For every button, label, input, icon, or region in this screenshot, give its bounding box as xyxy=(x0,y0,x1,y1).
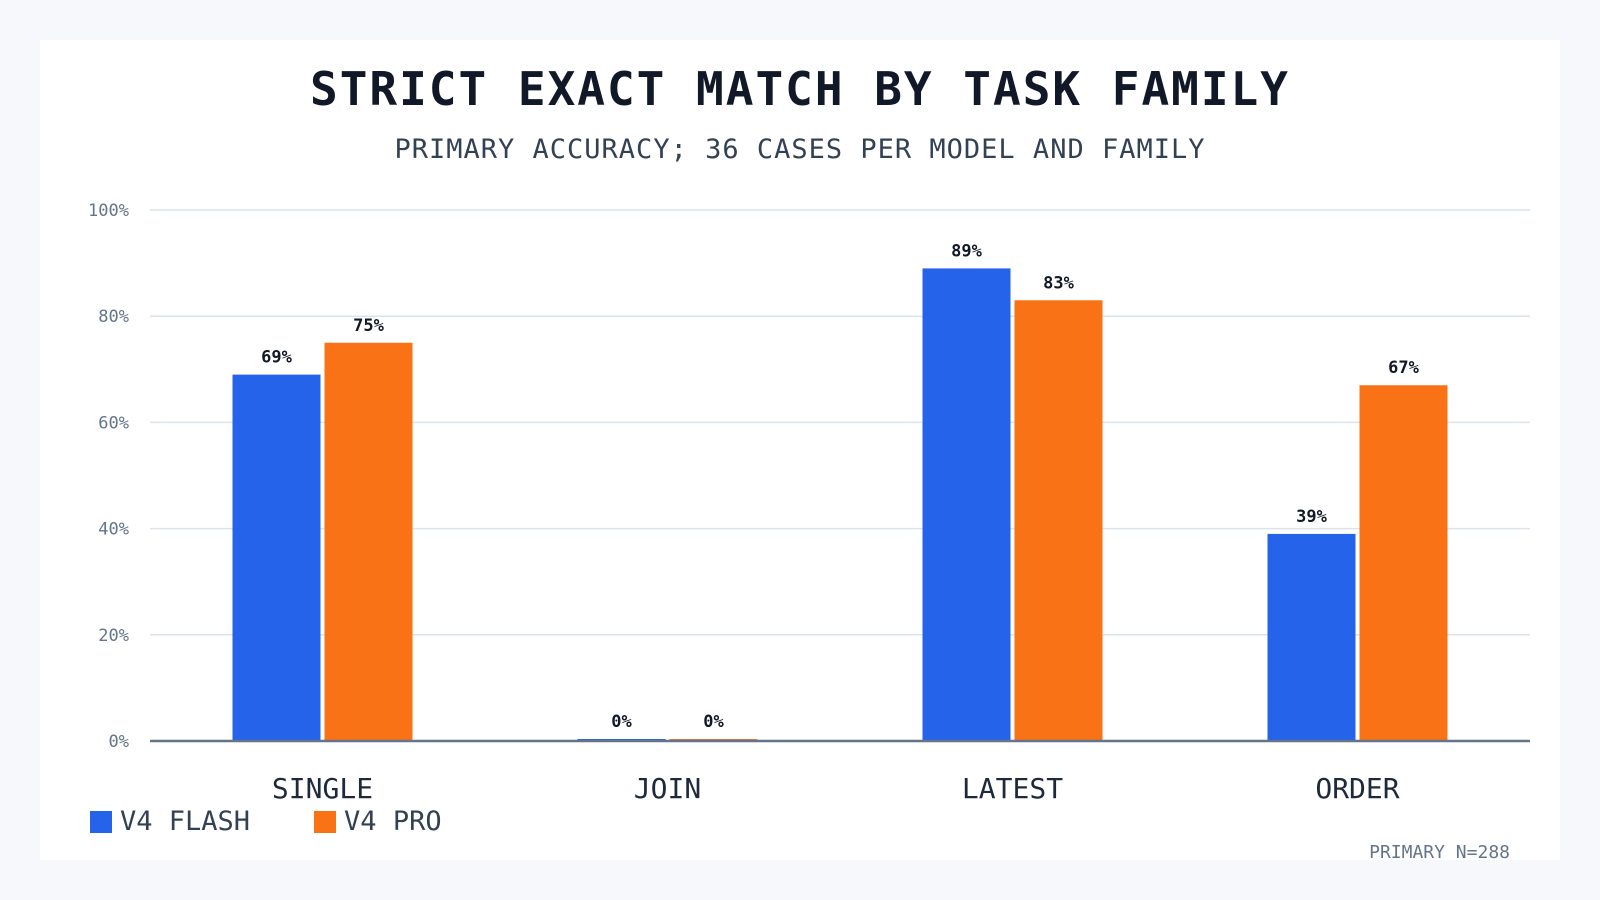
bar-value-label: 39% xyxy=(1296,507,1327,527)
y-tick-label: 60% xyxy=(98,413,129,433)
y-tick-label: 80% xyxy=(98,307,129,327)
bar xyxy=(232,374,321,741)
y-tick-label: 40% xyxy=(98,520,129,540)
x-tick-label: ORDER xyxy=(1315,772,1399,805)
bar-value-label: 69% xyxy=(261,348,292,368)
legend: V4 FLASH V4 PRO xyxy=(90,806,506,837)
bar xyxy=(1267,533,1356,741)
legend-swatch-v4-flash xyxy=(90,810,112,833)
bar xyxy=(1359,385,1448,741)
bar-value-label: 75% xyxy=(353,316,384,336)
legend-item-v4-flash: V4 FLASH xyxy=(90,806,250,837)
legend-label-v4-flash: V4 FLASH xyxy=(120,806,251,837)
bar-value-label: 0% xyxy=(611,712,632,732)
bar-value-label: 83% xyxy=(1043,273,1074,293)
chart-title: STRICT EXACT MATCH BY TASK FAMILY xyxy=(310,62,1290,116)
legend-swatch-v4-pro xyxy=(314,810,337,833)
bar-value-label: 89% xyxy=(951,241,982,261)
bar xyxy=(922,268,1011,741)
y-tick-label: 20% xyxy=(98,626,129,646)
bar-value-label: 67% xyxy=(1388,358,1419,378)
x-tick-label: SINGLE xyxy=(272,772,373,805)
chart-subtitle: PRIMARY ACCURACY; 36 CASES PER MODEL AND… xyxy=(394,134,1206,165)
x-tick-label: JOIN xyxy=(634,772,701,805)
footnote: PRIMARY N=288 xyxy=(1369,842,1510,863)
bar xyxy=(1014,300,1103,741)
x-tick-label: LATEST xyxy=(962,772,1063,805)
y-tick-label: 100% xyxy=(88,201,129,221)
legend-label-v4-pro: V4 PRO xyxy=(344,806,442,837)
bar-value-label: 0% xyxy=(703,712,724,732)
legend-item-v4-pro: V4 PRO xyxy=(314,806,442,837)
bar xyxy=(324,342,413,741)
y-tick-label: 0% xyxy=(109,732,129,752)
